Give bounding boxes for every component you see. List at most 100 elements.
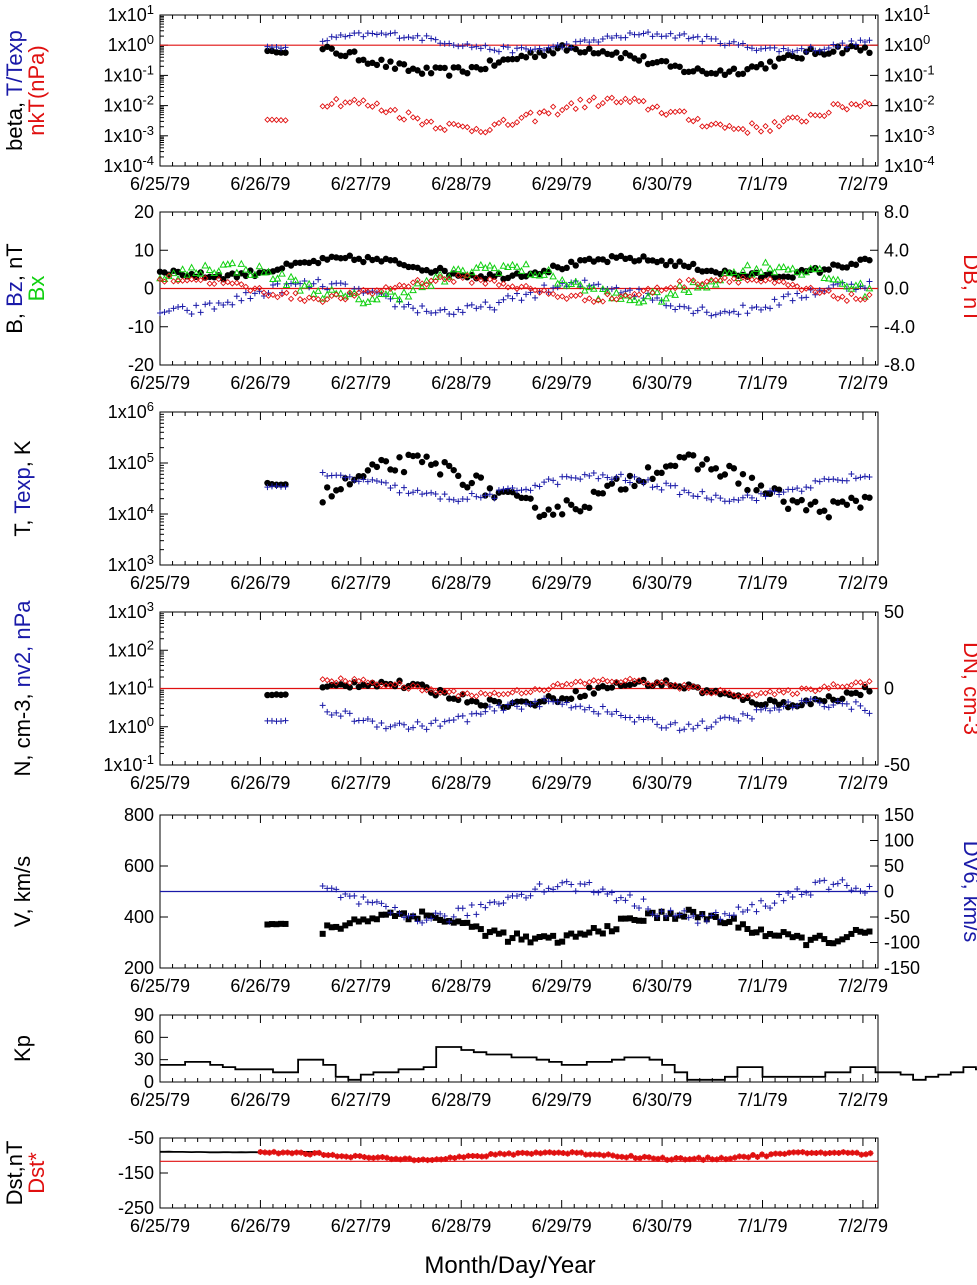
data-point <box>767 487 774 494</box>
panel-frame <box>159 14 879 167</box>
data-point <box>554 111 561 118</box>
data-point <box>703 278 710 285</box>
data-point <box>739 125 747 133</box>
data-point <box>518 487 525 494</box>
data-point <box>391 257 399 264</box>
data-point <box>379 1154 386 1161</box>
data-point <box>558 276 567 284</box>
data-point <box>690 310 697 317</box>
x-tick-label: 6/29/79 <box>532 1216 592 1236</box>
data-point <box>491 277 498 284</box>
data-point <box>364 288 372 295</box>
data-point <box>672 306 679 313</box>
data-point <box>744 712 751 719</box>
data-point <box>735 311 742 318</box>
data-point <box>405 685 412 692</box>
data-point <box>861 292 869 300</box>
data-point <box>287 272 295 280</box>
data-point <box>438 1156 445 1163</box>
data-point <box>682 1156 689 1163</box>
data-point <box>807 111 814 118</box>
data-point <box>477 45 484 52</box>
data-point <box>757 689 765 697</box>
data-point <box>351 48 358 55</box>
data-point <box>274 294 281 301</box>
data-point <box>377 289 386 298</box>
data-point <box>717 919 724 926</box>
data-point <box>242 289 249 296</box>
data-point <box>437 689 444 696</box>
data-point <box>807 686 814 693</box>
data-point <box>631 677 638 684</box>
data-point <box>518 936 525 943</box>
y-axis-label-part: N, cm-3, <box>10 687 35 776</box>
data-point <box>527 109 534 116</box>
data-point <box>803 889 810 896</box>
data-point <box>699 461 706 468</box>
data-point <box>387 295 394 302</box>
data-point <box>522 282 530 290</box>
data-point <box>604 95 611 102</box>
y-right-tick-label: 50 <box>884 602 904 622</box>
data-point <box>745 1154 752 1161</box>
data-point <box>709 1156 716 1163</box>
x-tick-label: 6/25/79 <box>130 773 190 793</box>
data-point <box>780 689 787 696</box>
data-point <box>761 258 770 266</box>
data-point <box>699 123 706 130</box>
data-point <box>839 264 846 271</box>
data-point <box>568 681 575 688</box>
data-point <box>803 698 810 705</box>
x-tick-label: 6/29/79 <box>532 373 592 393</box>
data-point <box>410 305 417 312</box>
data-point <box>509 699 516 706</box>
data-point <box>531 271 539 279</box>
data-point <box>740 1153 747 1160</box>
data-point <box>581 471 588 478</box>
data-point <box>423 118 430 125</box>
data-point <box>667 907 674 914</box>
data-point <box>780 698 787 706</box>
data-point <box>396 910 403 917</box>
data-point <box>685 489 692 496</box>
data-point <box>522 111 530 118</box>
data-point <box>667 284 674 291</box>
data-point <box>563 264 570 272</box>
data-point <box>712 719 719 726</box>
data-point <box>640 97 647 105</box>
data-point <box>264 921 271 928</box>
data-point <box>287 295 295 302</box>
data-point <box>852 261 860 268</box>
data-point <box>645 476 652 483</box>
data-point <box>685 906 692 913</box>
data-point <box>437 910 444 917</box>
data-point <box>337 280 344 287</box>
data-point <box>360 258 367 266</box>
y-axis-label-part: T/Texp <box>2 30 27 96</box>
data-point <box>468 923 475 930</box>
y-right-tick-label: -50 <box>884 755 910 775</box>
data-point <box>681 487 688 494</box>
data-point <box>726 714 733 721</box>
data-point <box>631 473 638 480</box>
data-point <box>861 99 869 106</box>
y-axis-label: nkT(nPa) <box>24 45 49 135</box>
data-point <box>187 263 196 271</box>
data-point <box>559 44 566 51</box>
y-axis-label: Kp <box>10 1035 35 1062</box>
data-point <box>684 287 693 296</box>
data-point <box>536 289 543 296</box>
data-point <box>635 298 643 306</box>
data-point <box>549 272 557 280</box>
data-point <box>815 264 824 272</box>
data-point <box>852 497 860 505</box>
data-point <box>848 930 855 937</box>
data-point <box>595 928 602 935</box>
panel-dst: 6/25/79 6/26/79 6/27/79 6/28/79 6/29/79 6/30/… <box>2 1128 888 1236</box>
data-point <box>400 61 408 68</box>
data-point <box>374 1154 381 1161</box>
data-point <box>866 710 873 717</box>
data-point <box>319 38 326 45</box>
data-point <box>495 119 503 127</box>
data-point <box>251 270 259 278</box>
